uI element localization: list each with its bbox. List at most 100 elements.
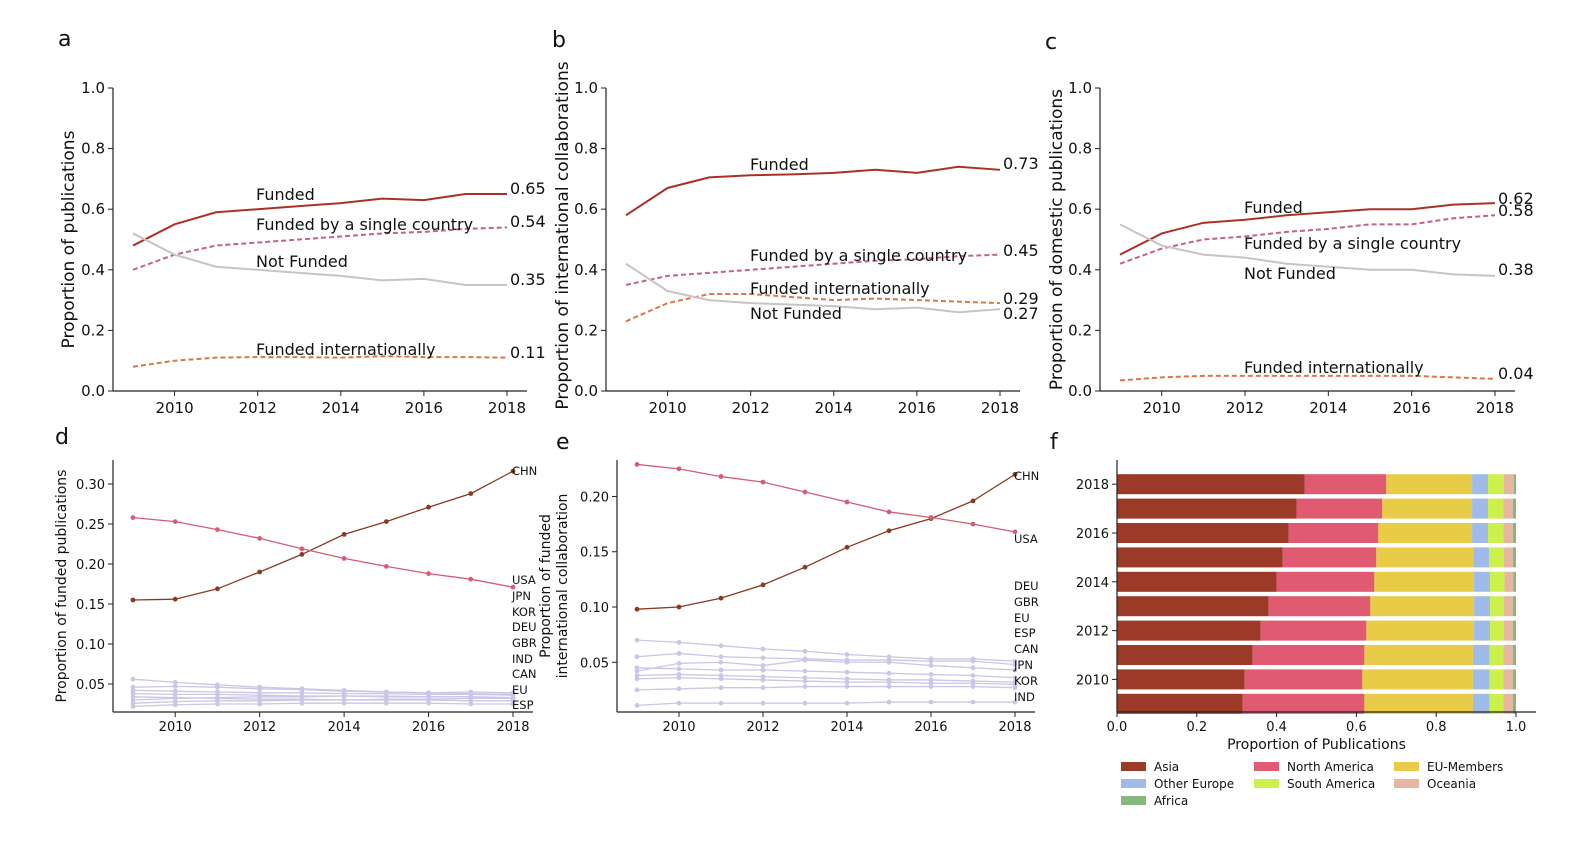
- data-point-usa: [844, 499, 850, 505]
- end-value-label-not-funded: 0.38: [1498, 260, 1534, 279]
- y-tick-label: 1.0: [574, 79, 598, 97]
- data-point-ind: [970, 699, 976, 705]
- bar-segment-oceania: [1503, 644, 1513, 666]
- series-line-not-funded: [1119, 223, 1496, 277]
- series-line-kor: [636, 685, 1016, 691]
- x-tick-label: 2010: [662, 720, 695, 735]
- bar-segment-eu-members: [1362, 669, 1473, 690]
- data-point-kor: [215, 684, 220, 690]
- data-point-esp: [130, 704, 136, 709]
- data-point-usa: [718, 474, 724, 479]
- data-point-esp: [426, 700, 431, 706]
- bar-segment-africa: [1512, 498, 1516, 519]
- data-point-esp: [760, 667, 766, 673]
- series-line-usa: [132, 516, 514, 588]
- bar-segment-north-america: [1276, 571, 1375, 592]
- x-tick-label: 2018: [496, 720, 529, 735]
- data-point-kor: [802, 684, 808, 689]
- bar-segment-africa: [1512, 620, 1516, 641]
- series-label-not-funded: Not Funded: [1244, 264, 1336, 283]
- series-line-esp: [132, 702, 513, 708]
- series-label-funded-internationally: Funded internationally: [750, 279, 930, 298]
- series-label-kor: KOR: [512, 605, 536, 619]
- x-tick-label: 2016: [898, 399, 936, 417]
- data-point-jpn: [928, 680, 934, 686]
- bar-segment-africa: [1512, 596, 1516, 617]
- series-label-can: CAN: [512, 667, 537, 681]
- bar-segment-oceania: [1504, 571, 1514, 592]
- data-point-eu: [886, 659, 892, 665]
- x-tick-label: 2012: [746, 720, 779, 735]
- y-tick-label: 0.8: [574, 140, 598, 158]
- series-label-funded-by-a-single-country: Funded by a single country: [750, 246, 967, 265]
- data-point-chn: [341, 532, 347, 537]
- data-point-eu: [634, 668, 640, 674]
- bar-segment-africa: [1512, 693, 1516, 714]
- data-point-chn: [426, 504, 431, 510]
- series-label-funded-internationally: Funded internationally: [256, 340, 436, 359]
- y-axis-label: international collaboration: [555, 494, 571, 679]
- series-label-kor: KOR: [1014, 674, 1038, 688]
- end-value-label-not-funded: 0.27: [1003, 304, 1039, 323]
- data-point-ind: [886, 699, 892, 705]
- bar-segment-oceania: [1503, 620, 1513, 641]
- y-axis-label: Proportion of international collaboratio…: [553, 61, 573, 409]
- data-point-kor: [718, 685, 724, 691]
- legend-label-other-europe: Other Europe: [1154, 777, 1234, 791]
- data-point-esp: [1012, 675, 1018, 681]
- series-line-deu: [636, 639, 1016, 662]
- bar-segment-north-america: [1260, 620, 1367, 641]
- bar-segment-other-europe: [1473, 547, 1490, 568]
- series-line-ind: [636, 701, 1015, 707]
- data-point-deu: [676, 639, 682, 645]
- data-point-esp: [257, 701, 263, 707]
- data-point-gbr: [760, 655, 766, 661]
- legend-swatch-asia: [1121, 762, 1146, 771]
- data-point-gbr: [676, 651, 682, 656]
- data-point-usa: [172, 519, 178, 524]
- data-point-eu: [970, 665, 976, 671]
- end-value-label-funded: 0.73: [1003, 154, 1039, 173]
- x-tick-label: 2014: [322, 399, 360, 417]
- bar-segment-asia: [1117, 620, 1261, 641]
- legend-swatch-eu-members: [1394, 762, 1419, 771]
- series-label-ind: IND: [1014, 690, 1035, 704]
- panel-d: d 0.05 0.10 0.15 0.20 0.25 0.30 2010 2012 2014 201…: [54, 425, 537, 735]
- legend-swatch-south-america: [1254, 779, 1279, 788]
- y-tick-label: 2016: [1076, 527, 1109, 542]
- panel-a: a 0.0 0.2 0.4 0.6 0.8 1.0 2010 2012 2014 2016 2018 P…: [58, 27, 546, 417]
- data-point-usa: [257, 536, 263, 541]
- data-point-kor: [172, 684, 178, 689]
- end-value-label-not-funded: 0.35: [510, 270, 546, 289]
- series-label-funded-internationally: Funded internationally: [1244, 358, 1424, 377]
- bar-segment-north-america: [1252, 644, 1365, 666]
- bar-segment-north-america: [1242, 693, 1365, 714]
- panel-letter-b: b: [552, 28, 566, 53]
- data-point-ind: [802, 700, 808, 706]
- data-point-usa: [886, 509, 892, 515]
- y-tick-label: 0.8: [81, 140, 105, 158]
- bar-segment-asia: [1117, 669, 1245, 690]
- bar-segment-other-europe: [1474, 596, 1491, 617]
- data-point-usa: [215, 527, 220, 532]
- data-point-usa: [130, 515, 136, 520]
- data-point-eu: [383, 696, 389, 702]
- y-tick-label: 1.0: [1068, 79, 1092, 97]
- end-value-label-funded-internationally: 0.29: [1003, 289, 1039, 308]
- end-value-label-funded-by-a-single-country: 0.58: [1498, 201, 1534, 220]
- x-tick-label: 2018: [998, 720, 1031, 735]
- series-label-eu: EU: [1014, 611, 1030, 625]
- bar-segment-africa: [1512, 522, 1516, 544]
- data-point-kor: [257, 686, 263, 692]
- data-point-jpn: [130, 676, 136, 682]
- data-point-jpn: [886, 679, 892, 685]
- bar-segment-africa: [1514, 474, 1516, 495]
- bar-segment-eu-members: [1370, 596, 1475, 617]
- x-tick-label: 2016: [914, 720, 947, 735]
- x-tick-label: 2012: [239, 399, 277, 417]
- data-point-chn: [257, 569, 263, 575]
- data-point-esp: [299, 700, 305, 706]
- y-tick-label: 0.6: [1068, 200, 1092, 218]
- bar-segment-south-america: [1490, 596, 1504, 617]
- bar-segment-south-america: [1488, 522, 1504, 544]
